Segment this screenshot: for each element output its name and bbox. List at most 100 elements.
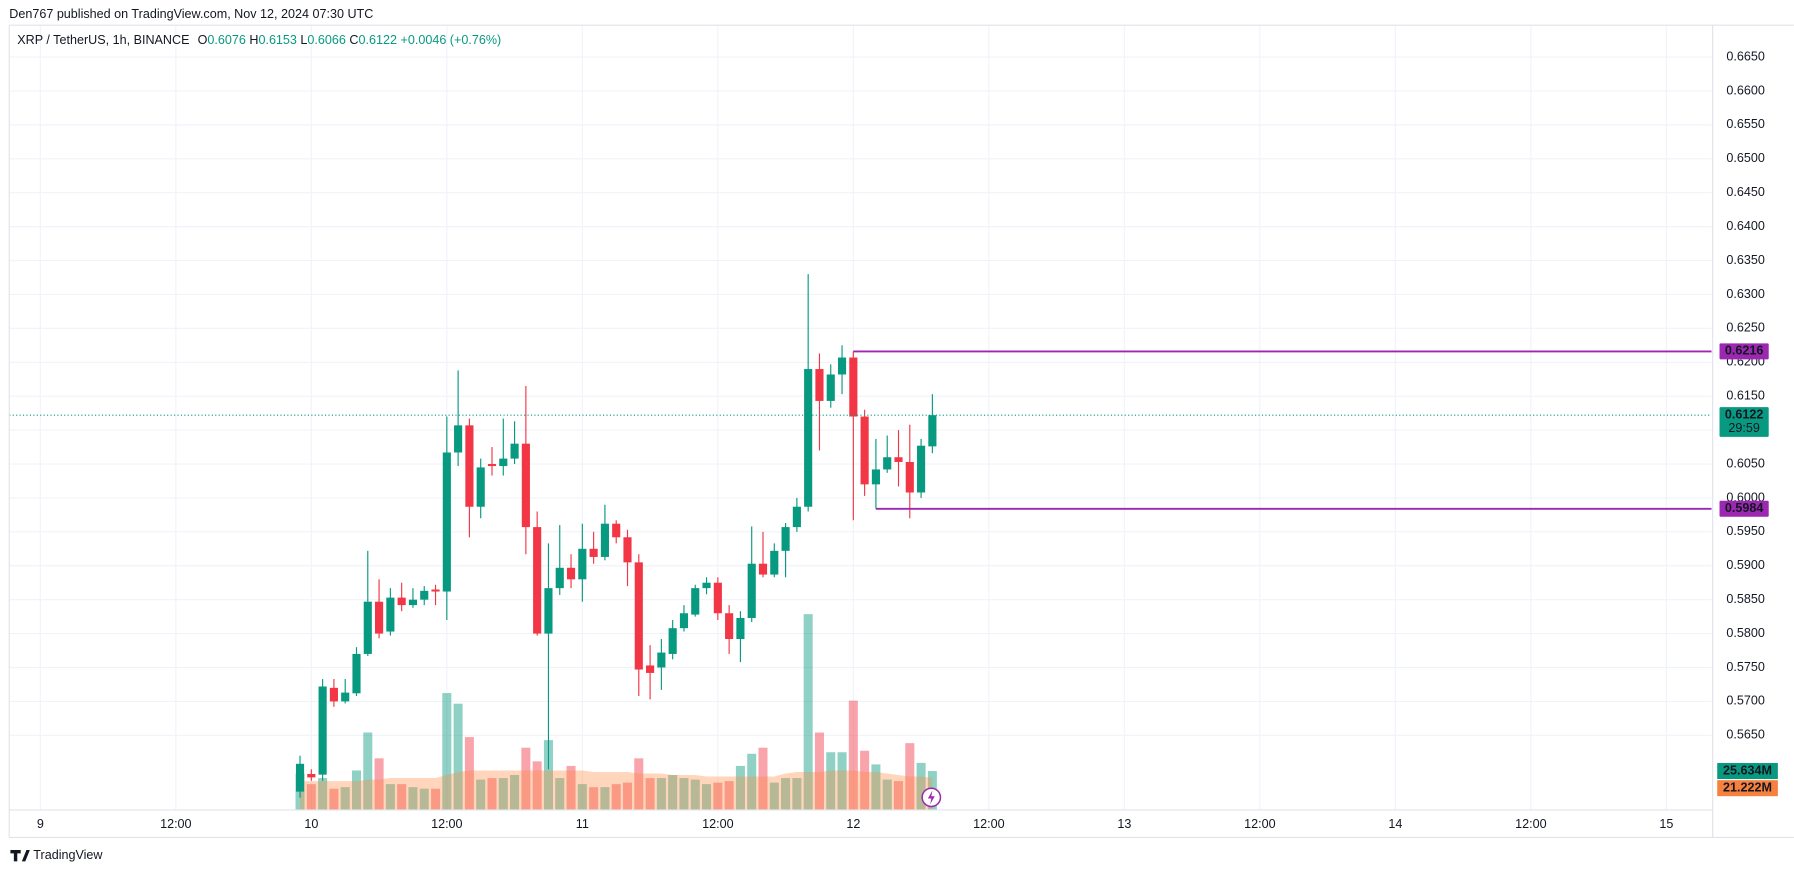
volume-bar <box>814 732 824 810</box>
y-tick-label: 0.5900 <box>1726 558 1764 572</box>
event-icon-bolt <box>927 790 935 805</box>
volume-bar <box>758 747 768 810</box>
legend-key: C <box>349 34 358 48</box>
countdown: 29:59 <box>1728 421 1759 435</box>
legend-value: 0.6066 <box>307 34 345 48</box>
candle-body <box>465 425 474 507</box>
candle-body <box>442 452 451 592</box>
volume-bar <box>543 740 553 810</box>
candle-body <box>295 763 305 792</box>
candle-body <box>600 523 609 557</box>
candle-body <box>679 613 689 629</box>
y-tick-label: 0.6250 <box>1726 321 1764 335</box>
volume-bar <box>713 782 723 810</box>
last-price-label: 0.6122 <box>1725 408 1763 422</box>
volume-label: 25.634M <box>1723 763 1772 777</box>
candle-body <box>329 687 338 702</box>
volume-bar <box>442 693 452 810</box>
volume-bar <box>408 787 418 810</box>
candle-body <box>499 458 508 467</box>
volume-bar <box>792 778 802 810</box>
legend-key: H <box>249 34 258 48</box>
volume-bar <box>600 787 610 810</box>
x-tick-label: 12:00 <box>1244 817 1275 831</box>
volume-bar <box>498 778 508 810</box>
volume-bar <box>645 778 655 810</box>
volume-bar <box>690 779 700 810</box>
y-tick-label: 0.6500 <box>1726 151 1764 165</box>
volume-bar <box>329 788 339 810</box>
volume-bar <box>566 765 576 810</box>
x-tick-label: 12:00 <box>1515 817 1546 831</box>
volume-bar <box>453 703 463 810</box>
candle-body <box>691 588 700 615</box>
y-tick-label: 0.5800 <box>1726 626 1764 640</box>
volume-bar <box>318 778 328 810</box>
header: Den767 published on TradingView.com, Nov… <box>9 7 373 21</box>
candle-body <box>668 628 677 654</box>
candle-body <box>725 613 734 640</box>
volume-bar <box>656 778 666 810</box>
volume-bar <box>702 784 712 810</box>
candle-body <box>318 686 327 775</box>
legend-value: 0.6076 <box>207 34 245 48</box>
candle-body <box>634 562 643 670</box>
volume-bar <box>916 762 926 810</box>
volume-ma-label-bg <box>1717 780 1778 797</box>
y-tick-label: 0.6050 <box>1726 456 1764 470</box>
x-tick-label: 14 <box>1388 817 1402 831</box>
candle-body <box>917 445 926 493</box>
x-tick-label: 12:00 <box>702 817 733 831</box>
volume-bar <box>781 778 791 810</box>
y-tick-label: 0.6150 <box>1726 389 1764 403</box>
candle-body <box>307 773 316 778</box>
candle-body <box>510 443 519 459</box>
volume-bar <box>464 737 474 810</box>
candle-body <box>804 369 813 507</box>
candle-body <box>487 464 497 467</box>
candle-body <box>363 601 372 654</box>
volume-bar <box>577 784 587 810</box>
volume-bar <box>363 732 373 810</box>
candle-body <box>375 601 384 634</box>
volume-bar <box>679 778 689 810</box>
candle-body <box>849 357 858 417</box>
candle-body <box>770 550 779 575</box>
volume-bar <box>893 781 904 810</box>
candle-body <box>533 527 542 634</box>
volume-bar <box>882 779 892 810</box>
candle-body <box>792 506 801 528</box>
candle-body <box>905 461 914 493</box>
volume-bar <box>905 743 915 810</box>
y-tick-label: 0.6600 <box>1726 83 1764 97</box>
volume-bar <box>431 788 441 810</box>
y-tick-label: 0.5750 <box>1726 660 1764 674</box>
x-tick-label: 13 <box>1117 817 1131 831</box>
candle-body <box>420 590 429 600</box>
legend-change: +0.0046 (+0.76%) <box>400 34 501 48</box>
y-tick-label: 0.6000 <box>1726 490 1764 504</box>
volume-bar <box>589 787 599 810</box>
volume-bar <box>385 784 395 810</box>
candle-body <box>646 665 655 673</box>
x-tick-label: 12:00 <box>160 817 191 831</box>
candle-body <box>521 443 530 528</box>
candle-body <box>612 523 621 538</box>
candle-body <box>589 548 598 557</box>
legend-value: 0.6153 <box>258 34 296 48</box>
x-tick-label: 12 <box>846 817 860 831</box>
x-tick-label: 9 <box>37 817 44 831</box>
candle-body <box>860 416 869 485</box>
volume-bar <box>668 775 678 810</box>
candle-body <box>566 567 576 580</box>
volume-bar <box>803 614 813 810</box>
volume-bar <box>769 782 779 810</box>
volume-bar <box>622 782 633 810</box>
candle-body <box>713 582 722 614</box>
volume-bar <box>521 747 531 810</box>
candle-body <box>476 467 485 507</box>
volume-bar <box>860 750 870 810</box>
volume-bar <box>837 752 847 810</box>
